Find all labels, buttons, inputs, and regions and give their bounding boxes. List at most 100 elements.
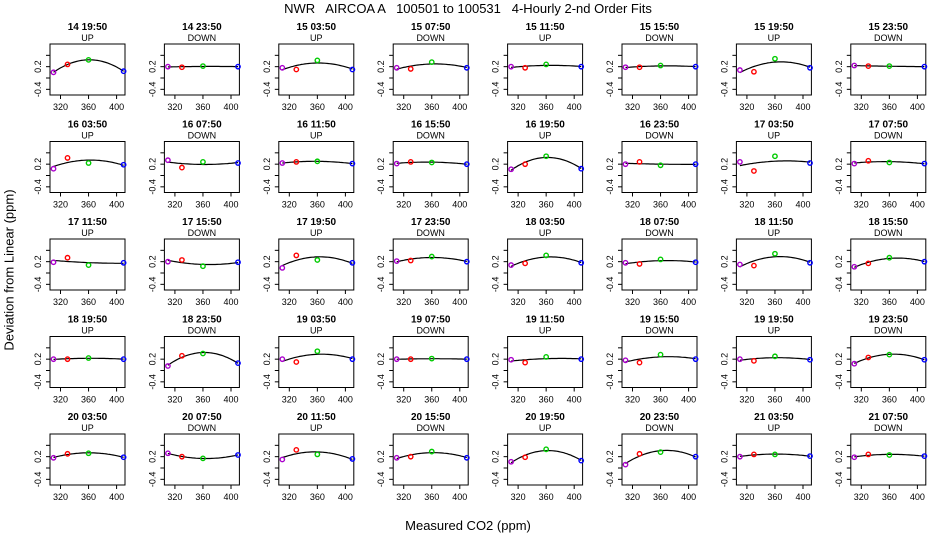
y-tick-label: -0.4 — [491, 179, 501, 195]
x-tick-label: 400 — [223, 102, 238, 112]
data-point — [522, 359, 529, 366]
x-tick-label: 320 — [282, 492, 297, 502]
panel-mode-label: DOWN — [645, 326, 674, 336]
panel-title: 16 03:50 — [68, 120, 108, 131]
x-tick-label: 400 — [109, 200, 124, 210]
data-point — [235, 160, 241, 166]
panel-mode-label: DOWN — [416, 131, 445, 141]
data-point — [235, 360, 241, 367]
x-tick-label: 400 — [452, 492, 467, 502]
x-tick-label: 400 — [910, 395, 925, 405]
data-point — [407, 66, 414, 72]
x-tick-label: 360 — [882, 200, 897, 210]
data-point — [865, 451, 872, 458]
data-point — [807, 160, 813, 166]
y-tick-label: -0.4 — [491, 277, 501, 293]
x-tick-label: 360 — [539, 200, 554, 210]
x-tick-label: 400 — [910, 200, 925, 210]
data-point — [636, 261, 643, 267]
data-point — [657, 449, 664, 456]
y-tick-label: 0.2 — [719, 450, 729, 463]
data-point — [279, 456, 286, 463]
y-tick-label: 0.2 — [376, 450, 386, 463]
panel-title: 17 03:50 — [754, 120, 794, 131]
x-tick-label: 360 — [539, 297, 554, 307]
x-tick-label: 320 — [625, 492, 640, 502]
x-tick-label: 320 — [167, 492, 182, 502]
x-tick-label: 400 — [109, 102, 124, 112]
x-tick-label: 400 — [109, 297, 124, 307]
x-tick-label: 360 — [81, 102, 96, 112]
data-point — [279, 356, 286, 363]
x-tick-label: 400 — [681, 297, 696, 307]
y-tick-label: -0.4 — [834, 277, 844, 293]
x-tick-label: 360 — [767, 200, 782, 210]
y-tick-label: 0.2 — [491, 158, 501, 171]
x-tick-label: 320 — [53, 492, 68, 502]
data-point — [120, 68, 127, 75]
fit-curve — [282, 353, 353, 363]
y-tick-label: 0.2 — [834, 255, 844, 268]
fit-curve — [854, 353, 925, 364]
panel-mode-label: DOWN — [645, 423, 674, 433]
panel-title: 17 07:50 — [869, 120, 909, 131]
x-tick-label: 320 — [739, 297, 754, 307]
x-tick-label: 360 — [195, 102, 210, 112]
data-point — [622, 161, 629, 168]
panel-frame — [507, 43, 584, 96]
x-tick-label: 400 — [338, 297, 353, 307]
panel-title: 19 15:50 — [640, 315, 680, 326]
panel-title: 21 07:50 — [869, 412, 909, 423]
y-tick-label: -0.4 — [33, 374, 43, 390]
y-tick-label: 0.2 — [719, 353, 729, 366]
x-tick-label: 360 — [767, 492, 782, 502]
x-tick-label: 320 — [854, 297, 869, 307]
x-tick-label: 400 — [795, 200, 810, 210]
x-tick-label: 360 — [310, 102, 325, 112]
panel-frame — [621, 141, 698, 193]
panel-frame — [392, 433, 469, 486]
y-tick-label: 0.2 — [33, 353, 43, 366]
panel-title: 18 03:50 — [525, 217, 565, 228]
panel-mode-label: UP — [81, 131, 94, 141]
data-point — [314, 348, 321, 355]
panel-mode-label: DOWN — [188, 33, 217, 43]
data-point — [657, 62, 664, 69]
y-tick-label: -0.4 — [376, 374, 386, 390]
panel-frame — [507, 433, 584, 486]
y-tick-label: -0.4 — [147, 472, 157, 488]
panel-mode-label: UP — [310, 33, 323, 43]
panel-mode-label: DOWN — [416, 33, 445, 43]
x-tick-label: 320 — [625, 297, 640, 307]
x-tick-label: 400 — [338, 200, 353, 210]
y-tick-label: -0.4 — [147, 277, 157, 293]
data-point — [407, 356, 414, 363]
data-point — [393, 160, 400, 167]
y-tick-label: -0.4 — [834, 82, 844, 98]
data-point — [120, 259, 127, 266]
fit-curve — [167, 65, 238, 68]
y-tick-label: 0.2 — [605, 158, 615, 171]
y-tick-label: -0.4 — [262, 277, 272, 293]
data-point — [314, 158, 321, 165]
data-point — [349, 160, 356, 167]
data-point — [50, 259, 57, 266]
panel-title: 17 19:50 — [297, 217, 337, 228]
x-tick-label: 320 — [282, 102, 297, 112]
panel-frame — [507, 141, 584, 193]
panel-mode-label: DOWN — [188, 228, 217, 238]
panel-frame — [735, 238, 812, 291]
data-point — [349, 259, 356, 266]
data-point — [751, 357, 757, 364]
data-point — [200, 455, 206, 462]
fit-curve — [510, 156, 582, 171]
x-tick-label: 360 — [767, 102, 782, 112]
y-tick-label: 0.2 — [33, 60, 43, 73]
y-tick-label: 0.2 — [491, 353, 501, 366]
panel-mode-label: UP — [310, 131, 323, 141]
x-tick-label: 360 — [653, 492, 668, 502]
